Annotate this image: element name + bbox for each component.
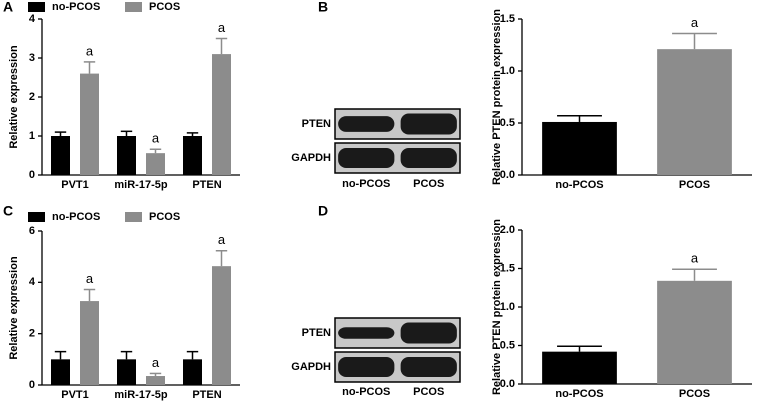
y-axis-label: Relative PTEN protein expression [491,9,503,185]
x-tick-label: PCOS [679,179,710,191]
x-tick-label: PVT1 [61,389,89,401]
significance-label: a [218,20,226,35]
bar [542,351,617,384]
x-tick-label: no-PCOS [555,388,603,400]
blot-band [338,148,395,168]
blot-band [338,357,395,377]
significance-label: a [691,15,699,30]
bar [657,280,732,384]
bar [146,153,165,175]
legend-label: PCOS [149,211,180,223]
y-tick-label: 3 [29,52,35,64]
y-tick-label: 0.0 [500,378,515,390]
blot-lane-label: PCOS [413,386,444,398]
y-tick-label: 0.0 [500,169,515,181]
blot-lane-label: PCOS [413,178,444,190]
blot-band [338,116,395,132]
blot-band [400,322,457,344]
blot-band [400,148,457,168]
x-tick-label: PTEN [192,179,221,191]
bar [51,136,70,175]
bar [146,376,165,385]
significance-label: a [691,251,699,266]
legend-swatch [125,2,142,12]
y-axis-label: Relative PTEN protein expression [491,219,503,395]
y-tick-label: 2 [29,91,35,103]
bar [80,73,99,175]
bar [117,359,136,385]
blot-lane-label: no-PCOS [342,178,390,190]
x-tick-label: PCOS [679,388,710,400]
y-tick-label: 4 [29,276,36,288]
y-tick-label: 0.5 [500,339,515,351]
y-axis-label: Relative expression [8,256,20,360]
blot-band [400,357,457,377]
significance-label: a [218,232,226,247]
legend-swatch [125,212,142,222]
x-tick-label: PTEN [192,389,221,401]
y-tick-label: 2.0 [500,224,515,236]
significance-label: a [152,131,160,146]
x-tick-label: no-PCOS [555,179,603,191]
blot-row-label: PTEN [302,118,331,130]
bar [212,54,231,175]
y-tick-label: 1.0 [500,301,515,313]
y-tick-label: 1.5 [500,13,515,25]
bar [212,266,231,385]
blot-band [338,327,395,339]
bar [542,121,617,175]
x-tick-label: PVT1 [61,179,89,191]
blot-row-label: PTEN [302,327,331,339]
bar [183,359,202,385]
blot-lane-label: no-PCOS [342,386,390,398]
y-tick-label: 0.5 [500,117,515,129]
significance-label: a [86,43,94,58]
significance-label: a [152,355,160,370]
y-tick-label: 1.5 [500,262,515,274]
blot-band [400,113,457,135]
blot-row-label: GAPDH [291,152,331,164]
blot-row-label: GAPDH [291,361,331,373]
panel-label: C [3,203,13,219]
y-tick-label: 1 [29,130,35,142]
panel-label: B [318,0,328,15]
bar [80,301,99,385]
bar [657,49,732,175]
x-tick-label: miR-17-5p [114,389,167,401]
legend-label: no-PCOS [52,211,100,223]
legend-label: PCOS [149,1,180,13]
legend-swatch [28,212,45,222]
x-tick-label: miR-17-5p [114,179,167,191]
bar [117,136,136,175]
bar [183,136,202,175]
legend-label: no-PCOS [52,1,100,13]
y-tick-label: 0 [29,379,35,391]
legend-swatch [28,2,45,12]
panel-label: D [318,203,328,219]
y-tick-label: 1.0 [500,65,515,77]
y-axis-label: Relative expression [8,45,20,149]
y-tick-label: 2 [29,328,35,340]
y-tick-label: 4 [29,13,36,25]
panel-label: A [3,0,13,15]
y-tick-label: 6 [29,225,35,237]
bar [51,359,70,385]
y-tick-label: 0 [29,169,35,181]
significance-label: a [86,271,94,286]
